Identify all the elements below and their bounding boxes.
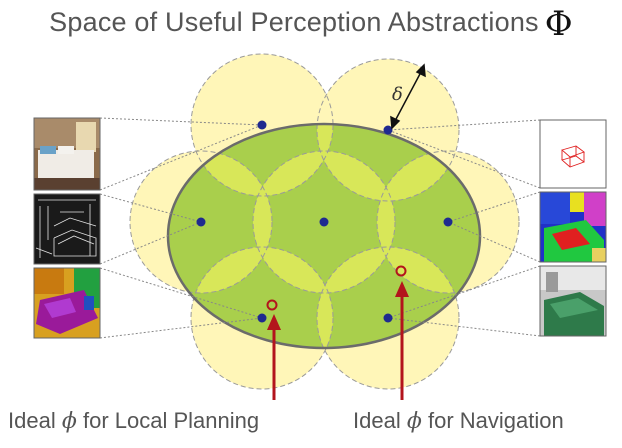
abstraction-point: [443, 217, 453, 227]
phi-symbol: ϕ: [406, 409, 422, 434]
thumbnail-bedroom-depth: [539, 265, 607, 337]
abstraction-point: [383, 313, 393, 323]
connector-lines: [99, 117, 541, 339]
label-suffix: for Navigation: [427, 408, 564, 433]
delta-label: δ: [392, 84, 403, 105]
abstraction-point: [319, 217, 329, 227]
label-local-planning: Ideal ϕ for Local Planning: [8, 408, 259, 434]
thumbnail-bedroom-segmentation: [33, 267, 101, 339]
abstraction-point: [257, 313, 267, 323]
ideal-local-planning-marker: [266, 299, 278, 311]
thumbnail-3d-box: [539, 119, 607, 189]
title-text: Space of Useful Perception Abstractions: [49, 7, 539, 37]
diagram-title: Space of Useful Perception Abstractions Φ: [0, 4, 622, 44]
phi-symbol: Φ: [544, 4, 573, 44]
abstraction-point: [383, 125, 393, 135]
ideal-arrows: [267, 281, 409, 400]
abstraction-point: [196, 217, 206, 227]
label-prefix: Ideal: [353, 408, 401, 433]
thumbnail-bedroom-rgb: [33, 117, 101, 191]
label-prefix: Ideal: [8, 408, 56, 433]
phi-symbol: ϕ: [61, 409, 77, 434]
thumbnail-semantic-segmentation: [539, 191, 607, 263]
label-navigation: Ideal ϕ for Navigation: [353, 408, 564, 434]
thumbnail-bedroom-edges: [33, 193, 101, 265]
delta-radius-arrow: [390, 63, 426, 130]
abstraction-point: [257, 120, 267, 130]
circle-overlaps: [191, 124, 459, 348]
ideal-navigation-marker: [395, 265, 407, 277]
label-suffix: for Local Planning: [82, 408, 260, 433]
abstraction-points: [196, 120, 453, 323]
